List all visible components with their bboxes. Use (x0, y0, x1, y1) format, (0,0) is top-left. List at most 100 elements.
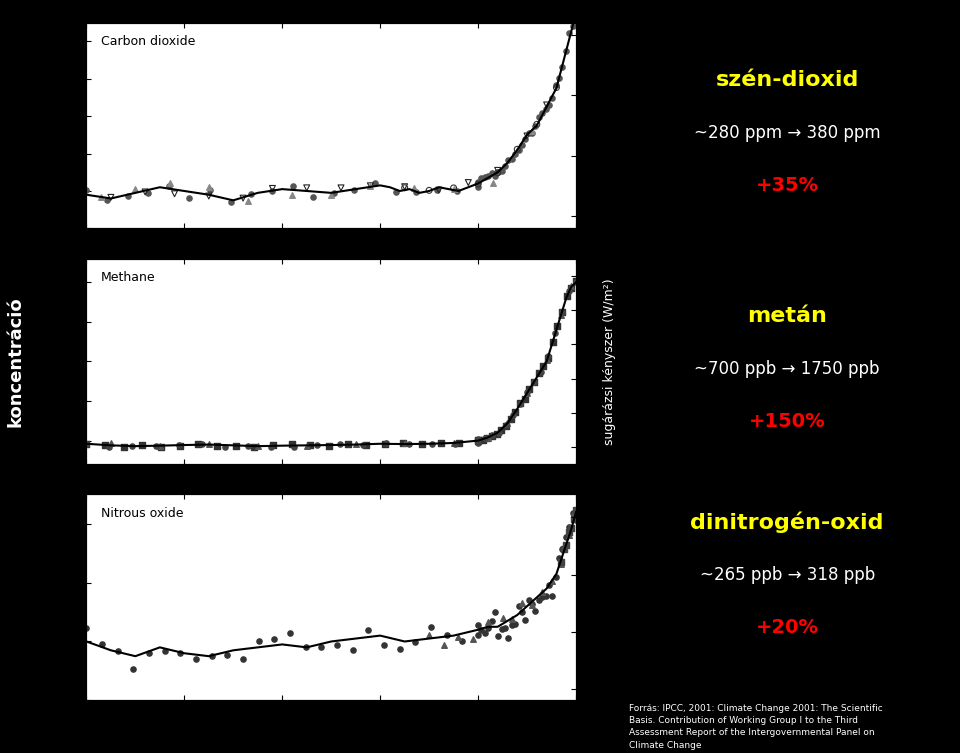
Point (470, 619, 486, 631)
Point (286, 441, 301, 453)
Point (252, 635, 267, 647)
Point (494, 623, 510, 635)
Point (493, 424, 509, 436)
Point (517, 133, 533, 145)
Point (376, 639, 392, 651)
Point (485, 428, 500, 441)
Point (284, 437, 300, 450)
Point (544, 92, 560, 104)
Point (515, 597, 530, 609)
Point (298, 641, 313, 653)
Point (223, 196, 238, 208)
Point (515, 605, 530, 617)
Point (498, 419, 514, 431)
Point (534, 366, 549, 378)
Point (526, 376, 541, 389)
Point (524, 599, 540, 611)
Point (397, 437, 413, 449)
Point (504, 153, 519, 165)
Point (445, 182, 462, 194)
Point (345, 645, 360, 657)
Point (201, 437, 216, 450)
Point (355, 439, 371, 451)
Point (116, 441, 132, 453)
Point (314, 641, 329, 653)
Point (201, 190, 216, 202)
Point (513, 397, 528, 409)
Point (148, 440, 163, 452)
Point (501, 632, 516, 644)
Point (265, 182, 280, 194)
Point (524, 127, 540, 139)
Point (526, 376, 541, 388)
Point (477, 627, 492, 639)
Point (433, 437, 448, 450)
Point (489, 428, 504, 440)
Point (485, 429, 500, 441)
Point (503, 413, 518, 425)
Point (495, 612, 511, 624)
Point (481, 170, 496, 182)
Point (556, 543, 571, 555)
Point (564, 523, 579, 535)
Point (421, 184, 437, 197)
Point (450, 184, 466, 197)
Text: +35%: +35% (756, 176, 819, 195)
Point (445, 183, 462, 195)
Point (521, 127, 537, 139)
Point (110, 645, 126, 657)
Point (529, 118, 544, 130)
Text: koncentráció: koncentráció (7, 296, 24, 427)
Point (484, 615, 499, 627)
Point (300, 441, 315, 453)
Point (408, 636, 423, 648)
Point (528, 120, 543, 133)
Point (494, 165, 510, 177)
Point (554, 306, 569, 319)
Point (204, 650, 220, 662)
Point (181, 192, 197, 204)
Text: ~265 ppb → 318 ppb: ~265 ppb → 318 ppb (700, 566, 875, 584)
Point (517, 614, 533, 626)
Point (431, 184, 446, 196)
Point (228, 441, 243, 453)
Point (424, 437, 440, 450)
Point (240, 440, 255, 452)
Point (326, 187, 342, 200)
Point (240, 195, 255, 207)
Point (510, 143, 525, 155)
Point (173, 647, 188, 659)
Point (474, 624, 490, 636)
Point (235, 192, 251, 204)
Point (401, 438, 417, 450)
Point (324, 189, 339, 201)
Point (548, 571, 564, 583)
Point (561, 529, 576, 541)
Point (544, 590, 560, 602)
Point (302, 439, 318, 451)
Point (407, 181, 422, 194)
Point (490, 167, 505, 179)
Y-axis label: CH₄ (ppb): CH₄ (ppb) (40, 334, 51, 389)
Point (94, 638, 109, 650)
Point (305, 191, 321, 203)
Point (172, 440, 187, 452)
Point (550, 320, 565, 332)
Point (519, 386, 535, 398)
Point (451, 631, 467, 643)
Point (531, 594, 546, 606)
Point (102, 441, 117, 453)
Point (79, 184, 94, 197)
Point (209, 440, 225, 452)
Point (250, 440, 265, 452)
Y-axis label: CO₂ (ppm): CO₂ (ppm) (47, 96, 58, 154)
Point (521, 383, 537, 395)
Text: metán: metán (747, 306, 828, 326)
Point (519, 130, 535, 142)
Point (470, 629, 486, 641)
Text: szén-dioxid: szén-dioxid (715, 70, 859, 90)
Point (79, 437, 94, 450)
Point (568, 275, 584, 287)
Point (235, 653, 251, 665)
Text: ~280 ppm → 380 ppm: ~280 ppm → 380 ppm (694, 124, 880, 142)
